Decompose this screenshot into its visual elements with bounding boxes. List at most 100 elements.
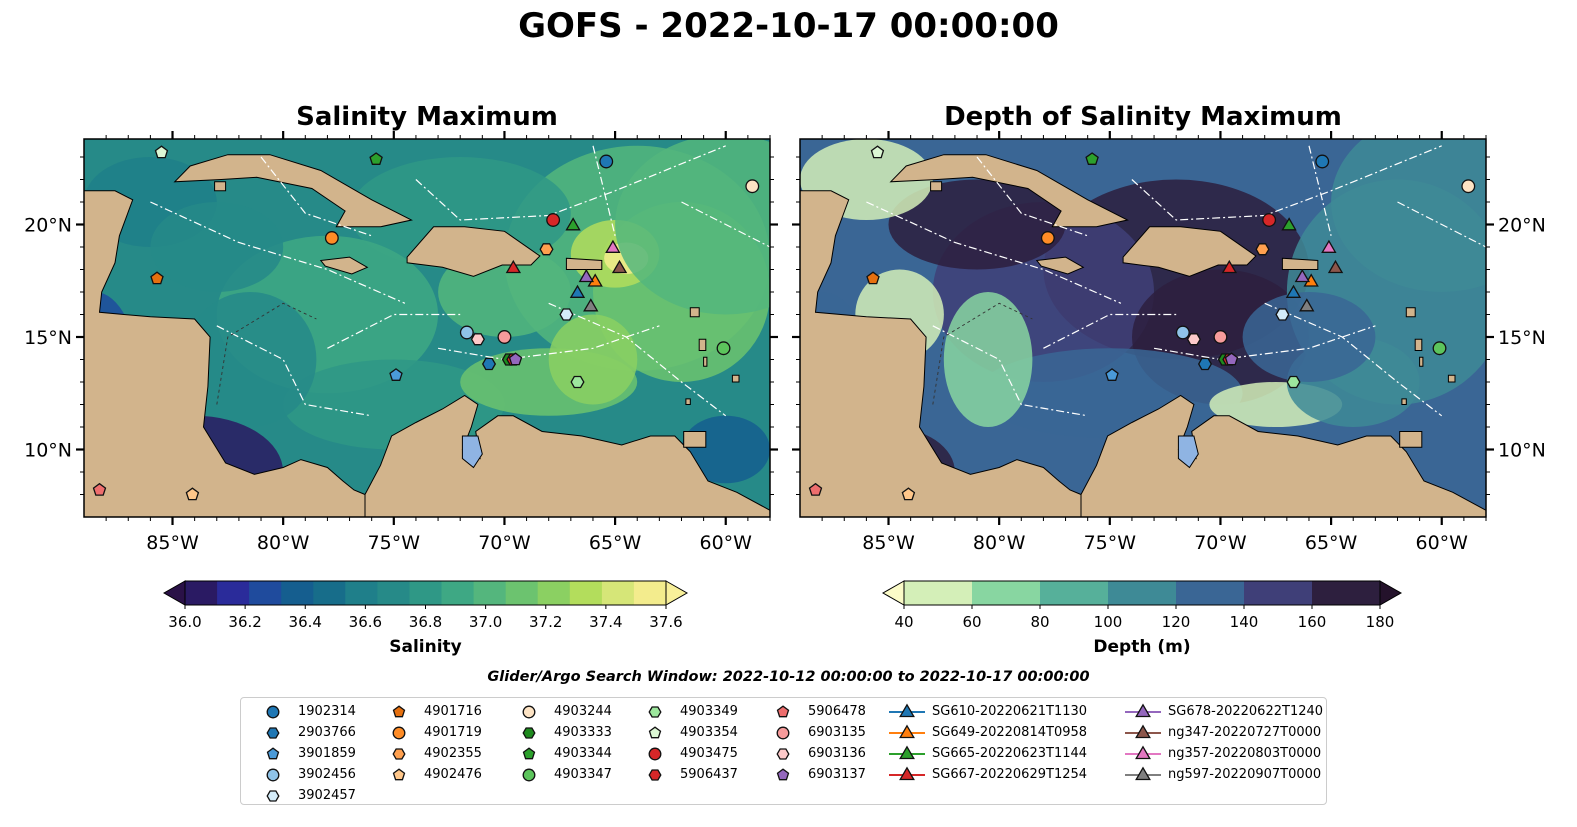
colorbar-swatch — [633, 581, 667, 605]
legend-label: ng597-20220907T0000 — [1168, 767, 1322, 782]
legend-marker-icon — [776, 726, 790, 740]
colorbar-tick-label: 37.0 — [469, 613, 502, 631]
platform-marker — [1085, 152, 1099, 165]
lon-tick-label: 75°W — [368, 532, 421, 554]
platform-marker — [583, 298, 599, 312]
legend-marker-icon — [522, 747, 536, 760]
legend-label: 6903137 — [808, 767, 866, 782]
legend-label: 6903135 — [808, 725, 866, 740]
colorbar-tick-label: 180 — [1366, 613, 1395, 631]
search-window-text: Glider/Argo Search Window: 2022-10-12 00… — [487, 669, 1090, 685]
colorbar-tick-label: 100 — [1094, 613, 1123, 631]
legend: 1902314 2903766 3901859 3902456 3902457 49017… — [240, 697, 1327, 805]
platform-marker — [866, 271, 880, 285]
lat-tick-label: 20°N — [24, 215, 72, 237]
colorbar-tick-label: 36.4 — [289, 613, 322, 631]
legend-label: 4903347 — [554, 767, 612, 782]
platform-marker — [1327, 259, 1344, 274]
eez-boundary — [1397, 201, 1486, 248]
colorbar-tick-label: 36.8 — [409, 613, 442, 631]
legend-marker-icon — [648, 747, 662, 761]
platform-marker — [92, 482, 107, 496]
platform-marker — [389, 368, 403, 381]
colorbar-swatch — [377, 581, 411, 605]
colorbar-swatch — [569, 581, 603, 605]
colorbar-tick-label: 37.4 — [589, 613, 622, 631]
bathymetry-contour — [216, 302, 317, 405]
land-mass — [565, 257, 603, 270]
platform-marker — [1275, 308, 1290, 321]
platform-marker — [559, 308, 574, 321]
land-mass — [689, 307, 700, 318]
platform-marker — [154, 145, 169, 159]
land-mass — [930, 181, 943, 192]
colorbar-swatch — [1040, 581, 1109, 605]
legend-marker-icon — [1135, 703, 1151, 718]
lon-tick-label: 70°W — [1194, 532, 1247, 554]
colorbar-tick-label: 160 — [1298, 613, 1327, 631]
legend-label: 4903344 — [554, 746, 612, 761]
lat-tick-label: 20°N — [1498, 215, 1546, 237]
legend-label: ng347-20220727T0000 — [1168, 725, 1322, 740]
colorbar-tick-label: 140 — [1230, 613, 1259, 631]
colorbar-tick-label: 60 — [962, 613, 981, 631]
land-mass — [1035, 256, 1085, 275]
salinity-map-panel: 85°W 80°W 75°W 70°W 65°W 60°W 20°N 15°N 10°N — [24, 131, 778, 554]
platform-marker — [508, 352, 523, 366]
legend-marker-icon — [1135, 766, 1151, 781]
land-mass — [364, 394, 770, 517]
legend-marker-icon — [648, 769, 662, 781]
land-mass — [1401, 398, 1407, 405]
legend-label: 4903475 — [680, 746, 738, 761]
legend-label: SG667-20220629T1254 — [932, 767, 1088, 782]
platform-marker — [185, 487, 200, 501]
eez-boundary — [327, 313, 461, 349]
platform-marker — [1105, 368, 1119, 381]
legend-label: 4902355 — [424, 746, 482, 761]
platform-marker — [505, 259, 522, 274]
platform-marker — [569, 284, 586, 298]
lat-tick-label: 10°N — [1498, 440, 1546, 462]
land-mass — [1399, 431, 1423, 448]
legend-label: 4901716 — [424, 704, 482, 719]
colorbar-swatch — [1176, 581, 1245, 605]
legend-label: 5906478 — [808, 704, 866, 719]
colorbar-swatch — [441, 581, 475, 605]
eez-boundary — [1264, 302, 1443, 417]
platform-marker — [1221, 259, 1238, 274]
land-mass — [319, 256, 369, 275]
map-frame — [799, 138, 1487, 518]
lat-tick-label: 10°N — [24, 440, 72, 462]
eez-boundary — [548, 302, 727, 417]
legend-marker-icon — [1135, 745, 1151, 760]
land-mass — [1080, 394, 1486, 517]
depth-map-panel: 85°W 80°W 75°W 70°W 65°W 60°W 20°N 15°N 10°N — [792, 131, 1546, 554]
legend-label: SG649-20220814T0958 — [932, 725, 1088, 740]
land-mass — [1447, 374, 1456, 383]
eez-boundary — [681, 201, 770, 248]
eez-boundary — [866, 201, 1122, 304]
legend-label: 2903766 — [298, 725, 356, 740]
legend-label: 3902456 — [298, 767, 356, 782]
platform-marker — [605, 239, 621, 253]
platform-marker — [481, 357, 497, 371]
eez-boundary — [932, 325, 1088, 417]
colorbar-tick-label: 36.0 — [168, 613, 201, 631]
eez-boundary — [260, 156, 372, 237]
platform-marker — [570, 375, 585, 389]
lat-tick-label: 15°N — [1498, 327, 1546, 349]
platform-marker — [1224, 352, 1239, 366]
land-mass — [84, 190, 366, 517]
platform-marker — [565, 217, 581, 231]
map-frame — [83, 138, 771, 518]
platform-marker — [1255, 243, 1270, 256]
land-mass — [1414, 338, 1423, 351]
land-mass — [1405, 307, 1416, 318]
lon-tick-label: 60°W — [700, 532, 753, 554]
eez-boundary — [1154, 325, 1376, 361]
platform-marker — [870, 145, 885, 159]
colorbar-swatch — [505, 581, 539, 605]
legend-marker-icon — [1135, 724, 1151, 739]
land-mass — [1122, 226, 1257, 277]
eez-boundary — [438, 325, 660, 361]
